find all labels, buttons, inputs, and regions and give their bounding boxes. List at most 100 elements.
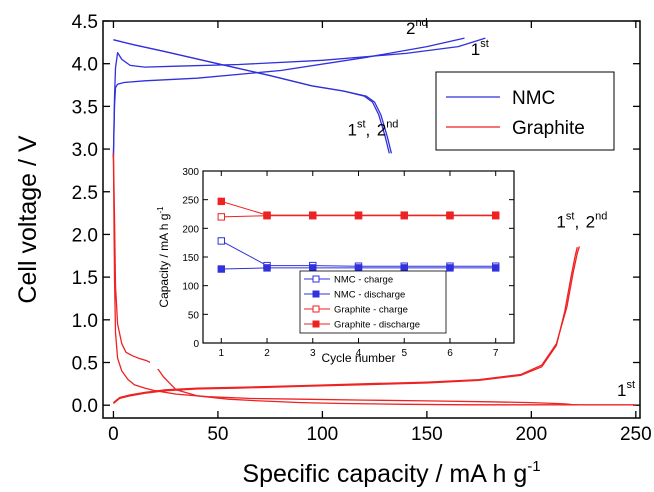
cycle-annotation: 1st, — [347, 118, 370, 139]
x-tick-label: 250 — [620, 424, 652, 445]
series-line-graphite-delithiation-2nd — [112, 246, 581, 404]
y-tick-label: 3.0 — [72, 140, 98, 161]
inset-legend-marker — [312, 305, 320, 313]
cycle-annotation-number: 1 — [556, 213, 565, 232]
inset-point-nmc-discharge — [309, 264, 317, 272]
inset-x-tick-label: 3 — [310, 348, 316, 359]
x-tick-label: 50 — [207, 424, 228, 445]
cycle-annotation-separator: , — [366, 120, 371, 139]
cycle-annotation-number: 2 — [377, 120, 386, 139]
inset-point-nmc-discharge — [492, 264, 500, 272]
y-tick-label: 2.5 — [72, 183, 98, 204]
x-axis-title-text: Specific capacity / mA h g — [242, 460, 527, 487]
y-tick-label: 0.5 — [72, 354, 98, 375]
inset-point-graphite-discharge — [492, 211, 500, 219]
series-line-graphite-delithiation-1st — [112, 247, 578, 405]
cycle-annotation-suffix: nd — [386, 118, 398, 130]
series-line-nmc-discharge-2nd — [113, 39, 393, 154]
inset-y-axis-title-superscript: -1 — [156, 206, 165, 214]
y-tick-label: 4.5 — [72, 12, 98, 33]
cycle-annotation-number: 1 — [347, 120, 356, 139]
inset-point-nmc-discharge — [263, 264, 271, 272]
x-tick-label: 200 — [515, 424, 547, 445]
inset-legend-label: Graphite - charge — [334, 305, 408, 316]
main-legend-box — [435, 71, 615, 151]
inset-x-tick-label: 6 — [447, 348, 453, 359]
cycle-annotation-separator: , — [574, 213, 579, 232]
y-axis-title: Cell voltage / V — [14, 135, 42, 303]
cycle-annotation-number: 2 — [406, 19, 415, 38]
inset-x-axis-title: Cycle number — [321, 351, 395, 365]
cycle-annotation: 1st — [471, 38, 489, 59]
inset-legend-label: NMC - charge — [334, 275, 393, 286]
x-tick-label: 150 — [411, 424, 443, 445]
inset-x-tick-label: 5 — [401, 348, 407, 359]
cycle-annotation-number: 1 — [471, 40, 480, 59]
cycle-annotation: 2nd — [406, 17, 428, 38]
inset-x-tick-label: 7 — [493, 348, 499, 359]
inset-y-tick-label: 150 — [182, 253, 199, 264]
x-tick-label: 0 — [108, 424, 119, 445]
main-legend: NMC Graphite — [435, 71, 615, 151]
inset-x-tick-label: 1 — [219, 348, 225, 359]
inset-point-graphite-charge — [217, 213, 225, 221]
inset-y-axis-title: Capacity / mA h g-1 — [156, 206, 171, 308]
series-line-nmc-charge-2nd — [112, 37, 465, 158]
inset-point-nmc-discharge — [217, 265, 225, 273]
cycle-annotation-suffix: st — [357, 118, 366, 130]
series-line-graphite-lithiation-1st — [112, 153, 636, 406]
inset-point-graphite-discharge — [446, 211, 454, 219]
x-tick-label: 100 — [307, 424, 339, 445]
legend-label-nmc: NMC — [512, 88, 555, 109]
inset-legend-box — [299, 270, 447, 334]
inset-point-nmc-discharge — [354, 264, 363, 272]
legend-label-graphite: Graphite — [512, 118, 585, 139]
inset-legend-marker — [312, 320, 320, 328]
series-line-nmc-charge-1st — [112, 37, 486, 158]
cycle-annotation: 1st — [617, 379, 635, 400]
inset-legend: NMC - charge NMC - discharge Graphite - ch… — [299, 270, 447, 334]
inset-point-graphite-discharge — [309, 211, 317, 219]
cycle-annotation-suffix: st — [626, 379, 635, 391]
cycle-annotation-number: 2 — [586, 213, 595, 232]
inset-y-axis-title-text: Capacity / mA h g — [157, 214, 171, 308]
inset-point-graphite-discharge — [217, 197, 225, 206]
inset-point-graphite-discharge — [263, 211, 271, 219]
cycle-annotation: 2nd — [586, 211, 608, 232]
x-axis-title: Specific capacity / mA h g-1 — [242, 458, 540, 487]
inset-point-graphite-discharge — [400, 211, 408, 219]
inset-legend-label: NMC - discharge — [334, 290, 405, 301]
y-tick-label: 1.0 — [72, 311, 98, 332]
inset-point-graphite-discharge — [354, 211, 363, 219]
inset-point-nmc-charge — [217, 237, 225, 245]
cycle-annotation-suffix: st — [566, 211, 575, 223]
cycle-annotation-suffix: nd — [595, 211, 607, 223]
inset-legend-label: Graphite - discharge — [334, 320, 420, 331]
y-tick-label: 3.5 — [72, 97, 98, 118]
cycle-annotation-suffix: st — [480, 38, 489, 50]
y-tick-label: 2.0 — [72, 225, 98, 246]
cycle-annotation: 2nd — [377, 118, 399, 139]
inset-legend-marker — [312, 275, 320, 283]
inset-y-tick-label: 300 — [182, 167, 199, 178]
inset-x-tick-label: 4 — [356, 348, 362, 359]
cycle-annotation-suffix: nd — [415, 17, 427, 29]
inset-y-tick-label: 100 — [182, 282, 199, 293]
series-line-graphite-lithiation-2nd — [112, 153, 578, 406]
inset-x-tick-label: 2 — [264, 348, 270, 359]
x-axis-title-superscript: -1 — [527, 458, 540, 475]
inset-plot: 1 2 3 4 5 6 7 0 50 100 150 200 250 300 Cycle number Cap… — [150, 161, 524, 369]
inset-y-tick-label: 50 — [188, 310, 200, 321]
inset-point-nmc-discharge — [446, 264, 454, 272]
cycle-annotation-number: 1 — [617, 381, 626, 400]
inset-point-nmc-discharge — [400, 264, 408, 272]
y-tick-label: 4.0 — [72, 55, 98, 76]
cycle-annotation: 1st, — [556, 211, 579, 232]
y-tick-label: 0.0 — [72, 396, 98, 417]
y-tick-label: 1.5 — [72, 268, 98, 289]
inset-legend-marker — [312, 290, 320, 298]
inset-y-tick-label: 0 — [193, 339, 199, 350]
inset-y-tick-label: 250 — [182, 196, 199, 207]
